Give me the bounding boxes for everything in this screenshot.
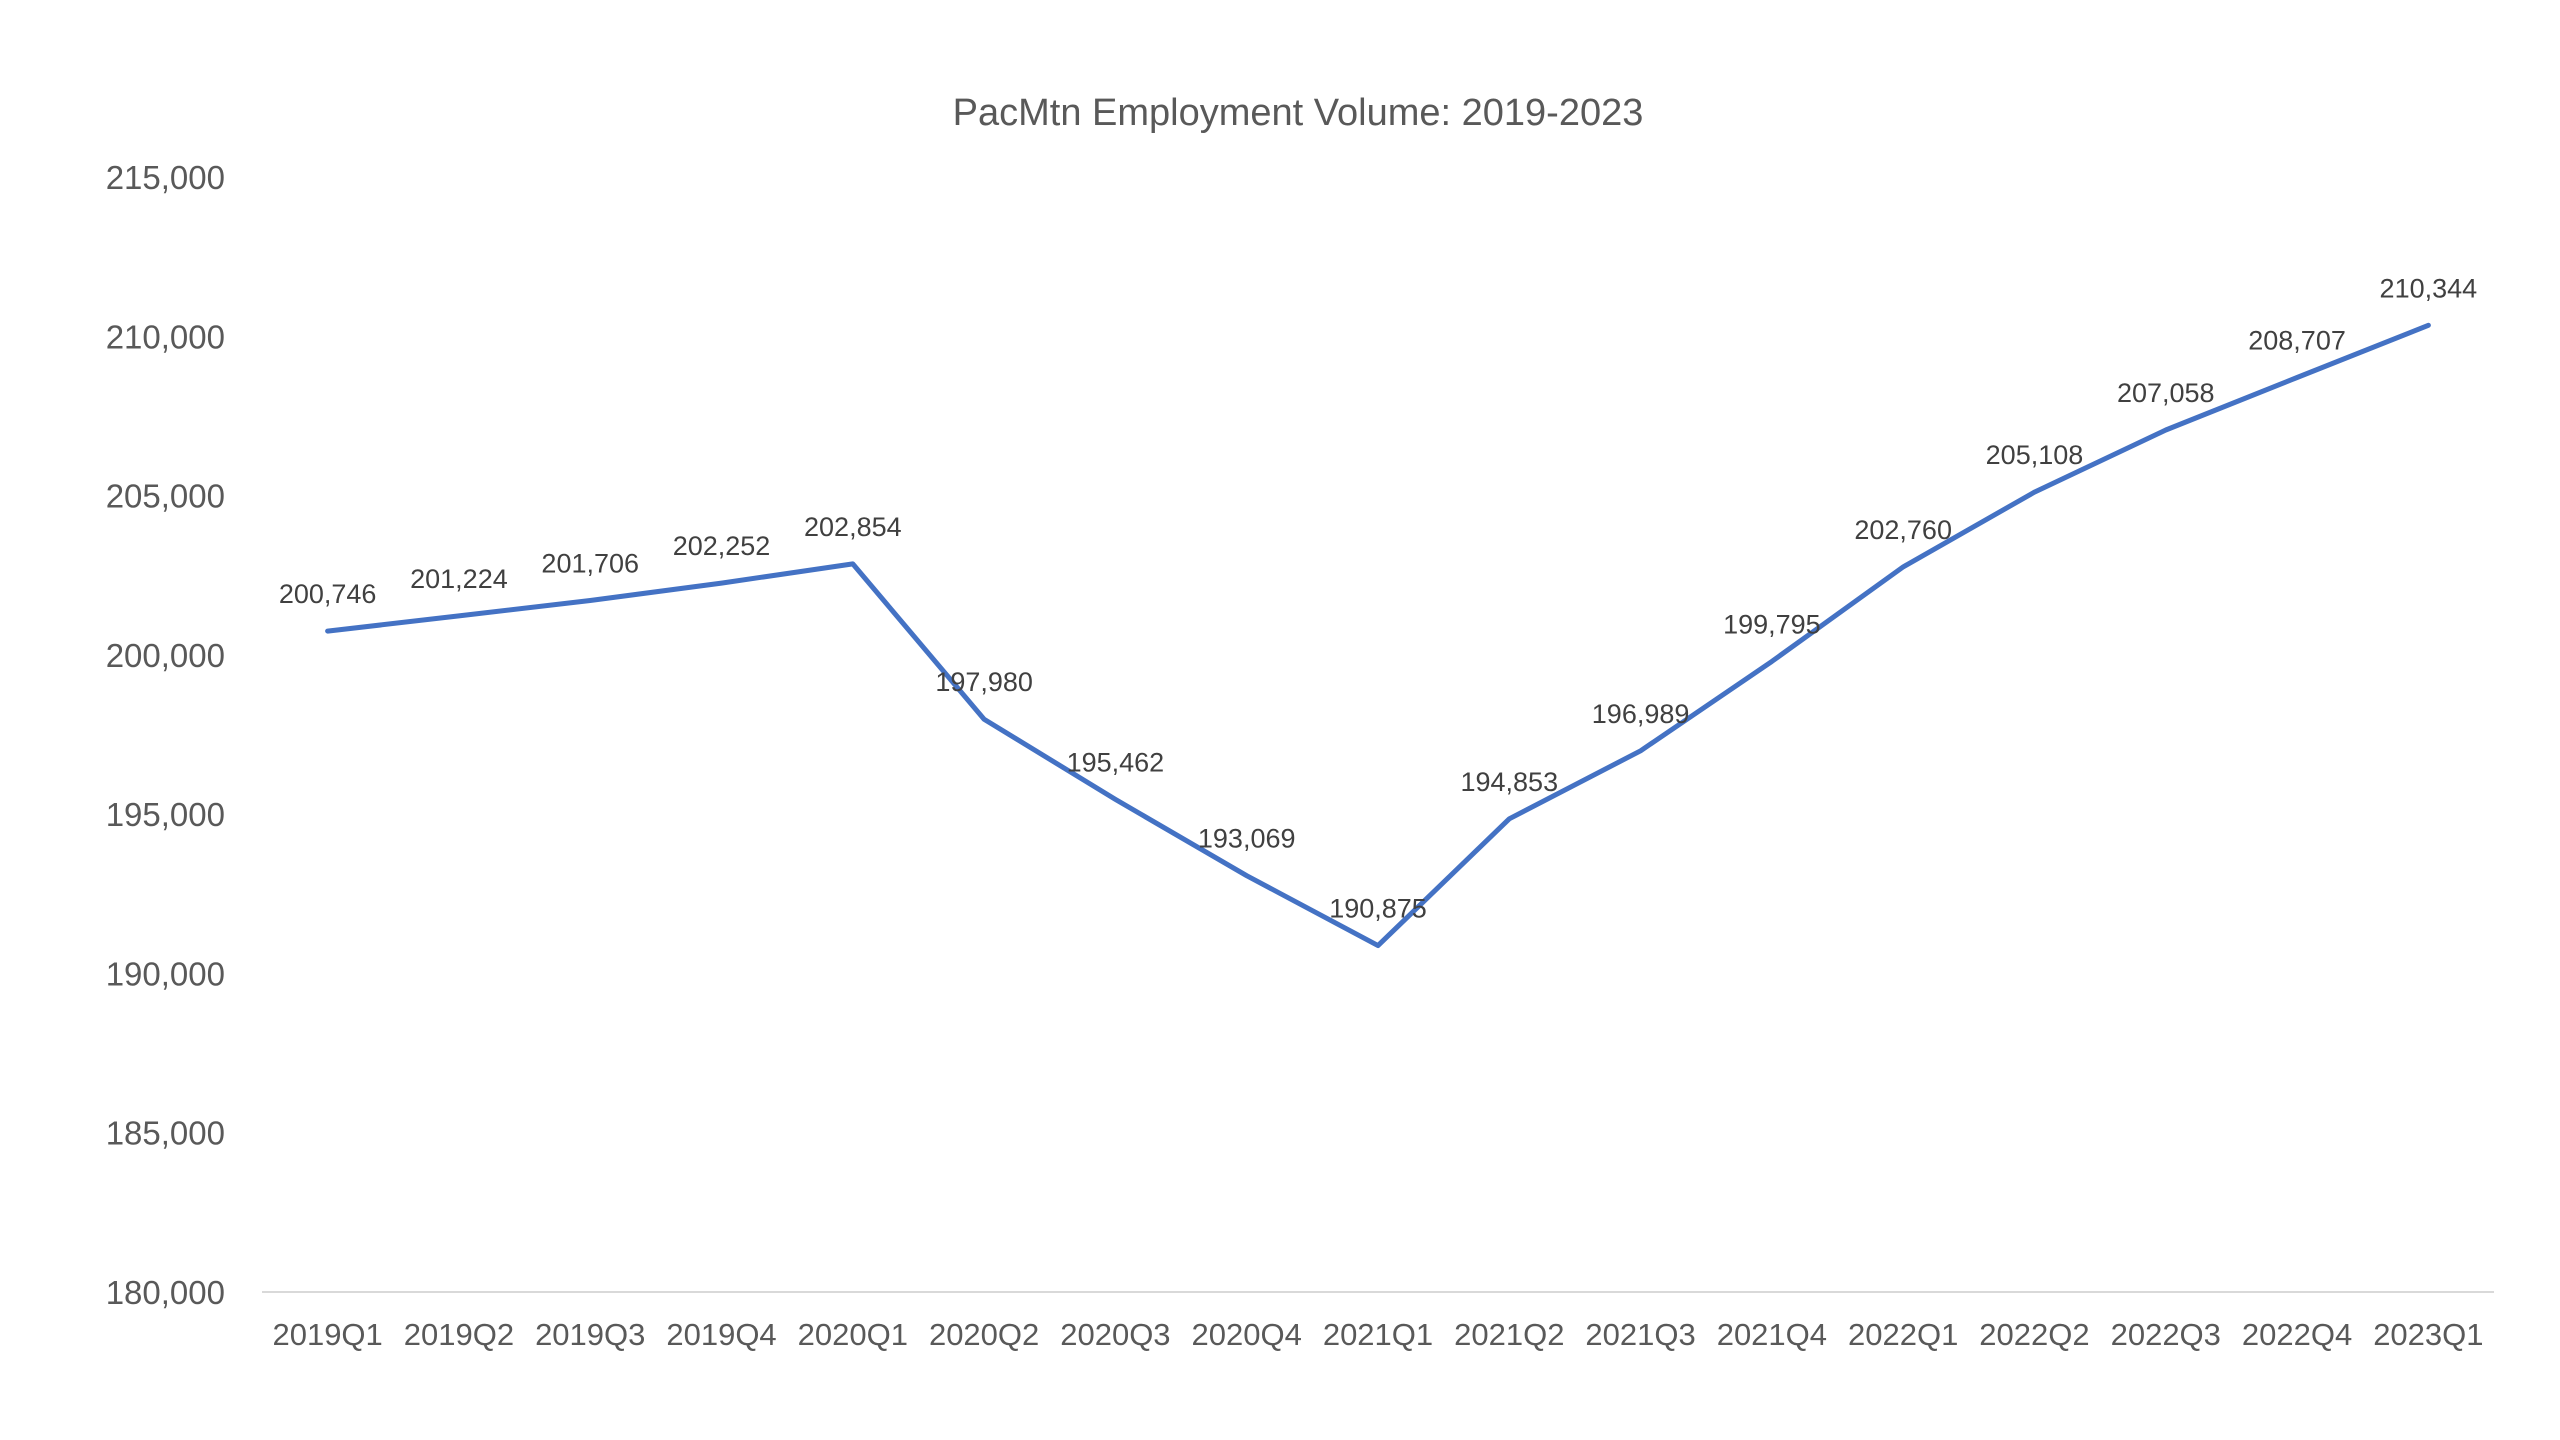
x-tick-label: 2021Q2 xyxy=(1454,1317,1564,1352)
data-label: 208,707 xyxy=(2248,325,2346,355)
data-label: 202,252 xyxy=(673,531,771,561)
x-tick-label: 2021Q3 xyxy=(1585,1317,1695,1352)
data-label: 190,875 xyxy=(1329,894,1427,924)
x-tick-label: 2020Q4 xyxy=(1192,1317,1302,1352)
x-tick-label: 2019Q1 xyxy=(272,1317,382,1352)
data-label: 194,853 xyxy=(1460,767,1558,797)
x-tick-label: 2022Q4 xyxy=(2242,1317,2352,1352)
data-label: 196,989 xyxy=(1592,699,1690,729)
x-tick-label: 2022Q2 xyxy=(1979,1317,2089,1352)
x-tick-label: 2021Q4 xyxy=(1717,1317,1827,1352)
data-label: 195,462 xyxy=(1067,747,1165,777)
x-tick-label: 2019Q3 xyxy=(535,1317,645,1352)
chart-title: PacMtn Employment Volume: 2019-2023 xyxy=(953,92,1644,134)
data-label: 202,760 xyxy=(1854,515,1952,545)
x-tick-label: 2022Q3 xyxy=(2111,1317,2221,1352)
y-tick-label: 210,000 xyxy=(106,318,225,355)
data-label: 200,746 xyxy=(279,579,377,609)
data-label: 193,069 xyxy=(1198,824,1296,854)
x-tick-label: 2020Q2 xyxy=(929,1317,1039,1352)
data-label: 197,980 xyxy=(935,667,1033,697)
data-label: 210,344 xyxy=(2380,273,2478,303)
y-tick-label: 185,000 xyxy=(106,1115,225,1152)
data-label: 201,224 xyxy=(410,564,508,594)
y-tick-label: 205,000 xyxy=(106,478,225,515)
x-tick-label: 2019Q4 xyxy=(666,1317,776,1352)
y-tick-label: 195,000 xyxy=(106,796,225,833)
x-tick-label: 2020Q3 xyxy=(1060,1317,1170,1352)
data-label: 199,795 xyxy=(1723,609,1821,639)
x-tick-label: 2021Q1 xyxy=(1323,1317,1433,1352)
x-tick-label: 2019Q2 xyxy=(404,1317,514,1352)
y-tick-label: 190,000 xyxy=(106,955,225,992)
data-label: 207,058 xyxy=(2117,378,2215,408)
data-labels: 200,746 201,224 201,706 202,252 202,854 197,9… xyxy=(279,273,2477,923)
y-tick-label: 215,000 xyxy=(106,159,225,196)
x-tick-label: 2020Q1 xyxy=(798,1317,908,1352)
x-tick-label: 2023Q1 xyxy=(2373,1317,2483,1352)
x-tick-label: 2022Q1 xyxy=(1848,1317,1958,1352)
data-label: 205,108 xyxy=(1986,440,2084,470)
y-axis: 180,000 185,000 190,000 195,000 200,000 205,0… xyxy=(106,159,225,1311)
data-label: 202,854 xyxy=(804,512,902,542)
data-label: 201,706 xyxy=(541,549,639,579)
x-axis: 2019Q1 2019Q2 2019Q3 2019Q4 2020Q1 2020Q2 2020… xyxy=(272,1317,2483,1352)
y-tick-label: 200,000 xyxy=(106,637,225,674)
series-line-employment xyxy=(325,322,2431,949)
y-tick-label: 180,000 xyxy=(106,1274,225,1311)
